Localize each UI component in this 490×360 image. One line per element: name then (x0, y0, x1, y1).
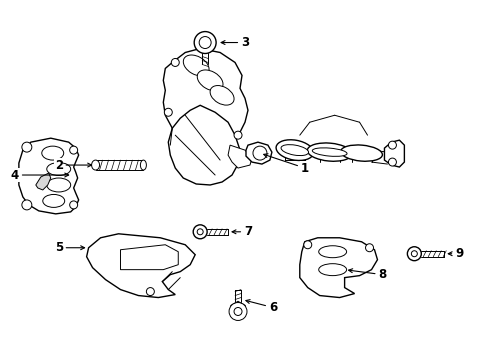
Ellipse shape (183, 55, 209, 76)
Polygon shape (168, 105, 240, 185)
Ellipse shape (92, 160, 99, 170)
Circle shape (304, 241, 312, 249)
Polygon shape (300, 238, 377, 298)
Circle shape (194, 32, 216, 54)
Text: 9: 9 (448, 247, 464, 260)
Circle shape (229, 302, 247, 320)
Circle shape (70, 201, 77, 209)
Text: 4: 4 (11, 168, 69, 181)
Ellipse shape (47, 178, 71, 192)
Ellipse shape (197, 70, 223, 91)
Ellipse shape (307, 143, 352, 161)
Ellipse shape (318, 264, 346, 276)
Circle shape (389, 141, 396, 149)
Circle shape (147, 288, 154, 296)
Ellipse shape (42, 146, 64, 160)
Circle shape (172, 58, 179, 67)
Circle shape (412, 251, 417, 257)
Ellipse shape (276, 140, 314, 161)
Circle shape (70, 146, 77, 154)
Ellipse shape (210, 86, 234, 105)
Text: 3: 3 (221, 36, 249, 49)
Circle shape (407, 247, 421, 261)
Ellipse shape (281, 145, 309, 156)
Polygon shape (228, 145, 252, 168)
Text: 7: 7 (232, 225, 252, 238)
Ellipse shape (318, 246, 346, 258)
Ellipse shape (341, 145, 382, 161)
Polygon shape (121, 245, 178, 270)
Text: 2: 2 (55, 158, 92, 172)
Ellipse shape (47, 163, 71, 176)
Polygon shape (19, 138, 78, 214)
Circle shape (193, 225, 207, 239)
Circle shape (164, 108, 172, 116)
Circle shape (197, 229, 203, 235)
Polygon shape (163, 49, 248, 148)
Circle shape (389, 158, 396, 166)
Polygon shape (231, 302, 245, 318)
Circle shape (366, 244, 373, 252)
Circle shape (253, 146, 267, 160)
Text: 5: 5 (54, 241, 85, 254)
Text: 1: 1 (264, 154, 309, 175)
Polygon shape (36, 173, 51, 190)
Circle shape (234, 131, 242, 139)
Text: 8: 8 (348, 268, 387, 281)
Ellipse shape (141, 160, 147, 170)
Polygon shape (246, 142, 272, 164)
Ellipse shape (43, 194, 65, 207)
Circle shape (234, 307, 242, 315)
Circle shape (22, 142, 32, 152)
Circle shape (199, 37, 211, 49)
Polygon shape (87, 234, 195, 298)
Polygon shape (385, 140, 404, 167)
Ellipse shape (312, 148, 347, 156)
Circle shape (22, 200, 32, 210)
Text: 6: 6 (246, 300, 277, 314)
Polygon shape (96, 160, 144, 170)
